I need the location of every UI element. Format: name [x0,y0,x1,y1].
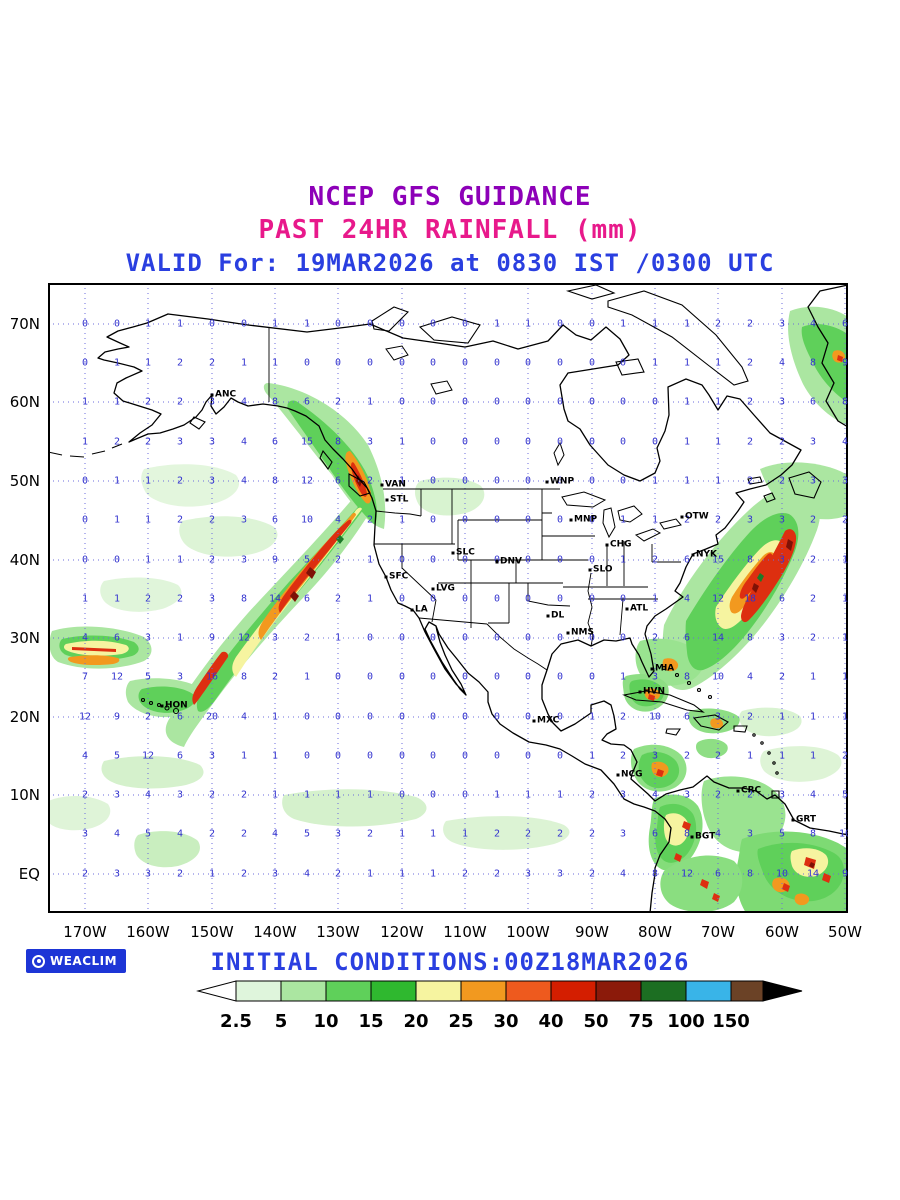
rainfall-colorbar: 2.5 5 10 15 20 25 30 40 50 75 100 150 [196,980,803,1032]
colorbar-tick-label: 25 [448,1011,473,1032]
weaclim-logo: WEACLIM [26,949,127,973]
lat-tick-label: 70N [9,315,40,333]
colorbar-tick-label: 150 [712,1011,750,1032]
lat-tick-label: 60N [9,393,40,411]
lon-tick-label: 150W [190,923,234,941]
logo-ring-icon [32,954,45,968]
map-canvas [48,283,848,913]
page-subtitle: PAST 24HR RAINFALL (mm) [258,215,642,245]
map-frame [48,283,848,913]
colorbar-tick-label: 40 [538,1011,563,1032]
rainfall-shading [48,306,848,913]
lon-tick-label: 50W [828,923,862,941]
lon-tick-label: 120W [380,923,424,941]
lat-tick-label: 20N [9,708,40,726]
colorbar-tick-label: 10 [313,1011,338,1032]
initial-conditions-line: INITIAL CONDITIONS:00Z18MAR2026 [210,948,690,976]
islands [48,284,822,799]
lon-tick-label: 100W [506,923,550,941]
coastlines [97,284,848,913]
page-title: NCEP GFS GUIDANCE [308,182,592,212]
valid-time-line: VALID For: 19MAR2026 at 0830 IST /0300 U… [125,249,775,277]
colorbar-tick-label: 30 [493,1011,518,1032]
lon-tick-label: 140W [253,923,297,941]
lon-tick-label: 90W [575,923,609,941]
lat-tick-label: 40N [9,551,40,569]
colorbar-tick-label: 75 [628,1011,653,1032]
lon-tick-label: 110W [443,923,487,941]
lon-tick-label: 160W [126,923,170,941]
colorbar-tick-label: 20 [403,1011,428,1032]
lon-tick-label: 60W [765,923,799,941]
lat-tick-label: 10N [9,786,40,804]
lat-tick-label: 50N [9,472,40,490]
lon-tick-label: 80W [638,923,672,941]
colorbar-tick-label: 2.5 [220,1011,252,1032]
colorbar-tick-label: 50 [583,1011,608,1032]
lat-tick-label: 30N [9,629,40,647]
lon-tick-label: 170W [63,923,107,941]
colorbar-tick-label: 100 [667,1011,705,1032]
logo-text: WEACLIM [50,954,118,968]
colorbar-tick-label: 5 [275,1011,288,1032]
great-lakes [385,345,682,542]
lon-tick-label: 70W [701,923,735,941]
lat-tick-label: EQ [18,865,40,883]
lon-tick-label: 130W [316,923,360,941]
state-borders [268,328,681,671]
colorbar-tick-label: 15 [358,1011,383,1032]
latlon-grid [48,283,848,913]
